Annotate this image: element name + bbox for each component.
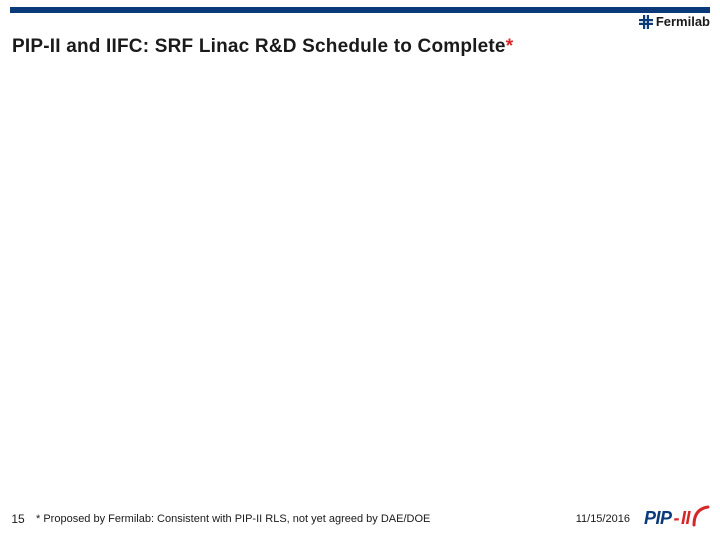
fermilab-icon bbox=[639, 15, 653, 29]
header-lab-name: Fermilab bbox=[656, 14, 710, 29]
slide-title: PIP-II and IIFC: SRF Linac R&D Schedule … bbox=[12, 36, 513, 58]
footer: 15 * Proposed by Fermilab: Consistent wi… bbox=[0, 505, 720, 532]
header-fermilab-logo: Fermilab bbox=[639, 14, 710, 29]
page-number: 15 bbox=[0, 512, 36, 526]
logo-dash: - bbox=[673, 508, 679, 529]
footer-date: 11/15/2016 bbox=[576, 513, 630, 525]
logo-pip: PIP bbox=[644, 508, 672, 529]
footer-pip-logo: PIP-II bbox=[644, 505, 710, 532]
footnote-text: * Proposed by Fermilab: Consistent with … bbox=[36, 513, 576, 525]
logo-two: II bbox=[681, 508, 690, 529]
logo-swoosh-icon bbox=[692, 505, 710, 532]
title-asterisk: * bbox=[506, 36, 514, 57]
title-text: PIP-II and IIFC: SRF Linac R&D Schedule … bbox=[12, 36, 506, 57]
slide: Fermilab PIP-II and IIFC: SRF Linac R&D … bbox=[0, 0, 720, 540]
top-accent-bar bbox=[10, 7, 710, 13]
